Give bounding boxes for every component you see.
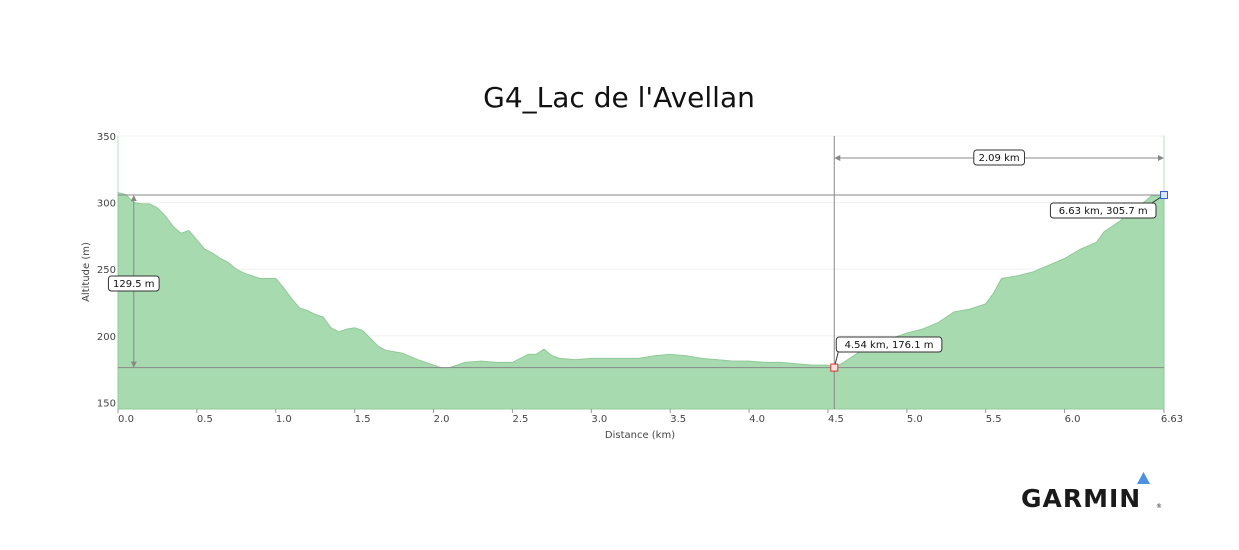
distance-label-box <box>973 149 1025 166</box>
x-axis-ticks: 0.0 0.5 1.0 1.5 2.0 2.5 3.0 3.5 4.0 4.5 5.0 5.5 6.0 6… <box>117 409 1183 425</box>
garmin-logo-text: GARMIN <box>1021 484 1141 513</box>
x-tick-label: 0.5 <box>197 414 213 425</box>
distance-label-text: 2.09 km <box>979 153 1020 164</box>
x-tick-label: 4.0 <box>749 414 765 425</box>
low-point-marker <box>830 363 839 372</box>
arrow-down-icon <box>130 361 137 368</box>
garmin-triangle-icon <box>1137 472 1150 484</box>
high-point-marker <box>1160 190 1168 199</box>
arrow-right-icon <box>1158 155 1164 161</box>
elevation-area <box>117 191 1165 410</box>
low-point-label: 4.54 km, 176.1 m <box>835 336 943 353</box>
high-point-label-box <box>1049 202 1157 219</box>
x-tick-label: 0.0 <box>118 414 134 425</box>
x-tick-label: 1.5 <box>355 414 371 425</box>
y-tick-label: 150 <box>97 398 116 409</box>
distance-label: 2.09 km <box>973 149 1025 166</box>
low-point-label-box <box>835 336 943 353</box>
arrow-left-icon <box>834 155 841 161</box>
x-tick-label: 5.0 <box>907 414 923 425</box>
garmin-logo: GARMIN ® <box>1021 472 1162 513</box>
x-tick-label: 2.0 <box>434 414 450 425</box>
altitude-diff-label-box <box>107 275 160 292</box>
chart-title: G4_Lac de l'Avellan <box>483 81 755 114</box>
y-axis-label: Altitude (m) <box>81 242 92 302</box>
y-tick-label: 350 <box>97 132 116 143</box>
x-axis-label: Distance (km) <box>605 430 675 441</box>
registered-mark: ® <box>1156 503 1162 510</box>
x-tick-label: 3.0 <box>591 414 607 425</box>
x-tick-label: 2.5 <box>512 414 528 425</box>
x-tick-label: 3.5 <box>670 414 686 425</box>
high-point-label: 6.63 km, 305.7 m <box>1049 202 1157 219</box>
y-axis-ticks: 150 200 250 300 350 <box>97 132 116 409</box>
x-tick-label: 5.5 <box>986 414 1002 425</box>
annotations: 2.09 km 129.5 m 4.54 km, 176.1 m 6.63 km, 3… <box>107 149 1168 372</box>
x-tick-label: 6.63 <box>1161 414 1183 425</box>
x-tick-label: 6.0 <box>1065 414 1081 425</box>
arrow-up-icon <box>130 194 137 201</box>
x-tick-label: 4.5 <box>828 414 844 425</box>
low-point-label-text: 4.54 km, 176.1 m <box>845 340 934 351</box>
altitude-diff-label: 129.5 m <box>107 275 160 292</box>
y-tick-label: 300 <box>97 199 116 210</box>
altitude-diff-label-text: 129.5 m <box>113 279 155 290</box>
plot-area: 0.0 0.5 1.0 1.5 2.0 2.5 3.0 3.5 4.0 4.5 5.0 5.5 6.0 6… <box>97 132 1183 425</box>
y-tick-label: 200 <box>97 332 116 343</box>
x-tick-label: 1.0 <box>276 414 292 425</box>
y-tick-label: 250 <box>97 265 116 276</box>
high-point-label-text: 6.63 km, 305.7 m <box>1059 206 1148 217</box>
